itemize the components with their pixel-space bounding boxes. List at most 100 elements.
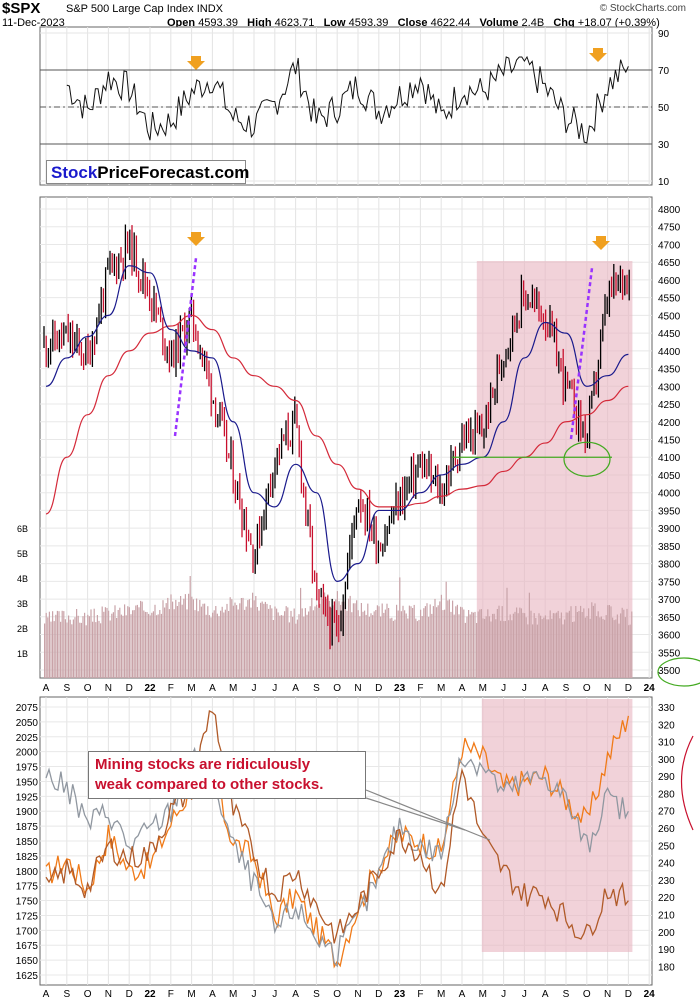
orange-down-arrow-icon — [592, 236, 610, 250]
volume-bar — [495, 619, 497, 678]
volume-bar — [503, 621, 505, 678]
volume-bar — [128, 607, 130, 678]
volume-bar — [496, 609, 498, 678]
volume-bar — [87, 614, 89, 678]
volume-bar — [570, 606, 572, 678]
right-tick-label: 190 — [658, 945, 675, 956]
volume-bar — [405, 613, 407, 678]
x-tick-label: 22 — [144, 683, 156, 694]
volume-bar — [432, 606, 434, 678]
volume-bar — [621, 607, 623, 678]
volume-bar — [416, 621, 418, 678]
volume-bar — [476, 623, 478, 678]
volume-bar — [551, 618, 553, 678]
volume-bar — [226, 603, 228, 678]
price-tick-label: 4000 — [658, 489, 681, 500]
price-tick-label: 4250 — [658, 400, 681, 411]
orange-down-arrow-icon — [589, 48, 607, 62]
x-tick-label: A — [542, 683, 549, 694]
price-tick-label: 4050 — [658, 471, 681, 482]
volume-bar — [488, 616, 490, 678]
volume-bar — [80, 622, 82, 678]
volume-bar — [564, 619, 566, 678]
volume-bar — [482, 618, 484, 678]
left-tick-label: 1725 — [16, 911, 39, 922]
x-tick-label: S — [63, 989, 70, 1000]
volume-bar — [612, 617, 614, 678]
trend-line — [173, 257, 198, 437]
right-tick-label: 260 — [658, 824, 675, 835]
price-tick-label: 4500 — [658, 311, 681, 322]
volume-bar — [354, 603, 356, 678]
volume-bar — [463, 609, 465, 678]
volume-bar — [517, 613, 519, 678]
left-tick-label: 1850 — [16, 837, 39, 848]
x-tick-label: S — [63, 683, 70, 694]
volume-bar — [151, 612, 153, 678]
volume-bar — [192, 599, 194, 678]
volume-bar — [258, 610, 260, 678]
volume-bar — [250, 607, 252, 678]
x-tick-label: J — [501, 683, 506, 694]
volume-bar — [309, 606, 311, 678]
right-tick-label: 300 — [658, 755, 675, 766]
volume-bar — [581, 612, 583, 678]
volume-bar — [367, 603, 369, 678]
volume-bar — [572, 622, 574, 678]
volume-bar — [480, 609, 482, 678]
left-tick-label: 2075 — [16, 703, 39, 714]
volume-bar — [431, 613, 433, 678]
volume-bar — [450, 611, 452, 678]
volume-bar — [96, 615, 98, 678]
volume-bar — [204, 603, 206, 678]
volume-bar — [485, 616, 487, 678]
volume-bar — [404, 610, 406, 678]
price-tick-label: 4350 — [658, 365, 681, 376]
volume-bar — [520, 608, 522, 678]
ticker-symbol: $SPX — [2, 0, 41, 17]
volume-bar — [210, 617, 212, 678]
price-tick-label: 4400 — [658, 347, 681, 358]
site-logo: StockPriceForecast.com — [46, 160, 249, 184]
rsi-tick-label: 50 — [658, 103, 670, 114]
volume-bar — [397, 610, 399, 678]
volume-bar — [84, 612, 86, 678]
index-name: S&P 500 Large Cap Index INDX — [66, 3, 223, 15]
volume-bar — [132, 610, 134, 678]
volume-bar — [272, 620, 274, 678]
volume-bar — [360, 603, 362, 678]
volume-bar — [63, 611, 65, 678]
volume-bar — [458, 614, 460, 678]
price-tick-label: 3500 — [658, 666, 681, 677]
left-tick-label: 1750 — [16, 897, 39, 908]
volume-bar — [348, 598, 350, 678]
volume-bar — [324, 592, 326, 678]
price-tick-label: 3850 — [658, 542, 681, 553]
volume-bar — [224, 609, 226, 678]
volume-bar — [103, 611, 105, 678]
volume-bar — [560, 612, 562, 678]
volume-bar — [420, 609, 422, 678]
volume-bar — [298, 614, 300, 678]
volume-bar — [498, 605, 500, 678]
left-tick-label: 1975 — [16, 763, 39, 774]
volume-bar — [408, 605, 410, 678]
edge-ellipse — [680, 735, 694, 831]
right-tick-label: 210 — [658, 910, 675, 921]
volume-bar — [373, 611, 375, 678]
rsi-tick-label: 70 — [658, 66, 670, 77]
volume-bar — [591, 602, 593, 678]
x-tick-label: A — [209, 683, 216, 694]
volume-bar — [464, 622, 466, 678]
volume-bar — [616, 614, 618, 678]
x-tick-label: D — [126, 989, 133, 1000]
x-tick-label: M — [479, 989, 487, 1000]
volume-bar — [448, 599, 450, 678]
volume-bar — [116, 618, 118, 678]
x-tick-label: M — [437, 683, 445, 694]
volume-bar — [623, 609, 625, 678]
volume-bar — [549, 610, 551, 678]
volume-bar — [540, 615, 542, 678]
volume-bar — [453, 614, 455, 678]
volume-bar — [160, 613, 162, 678]
